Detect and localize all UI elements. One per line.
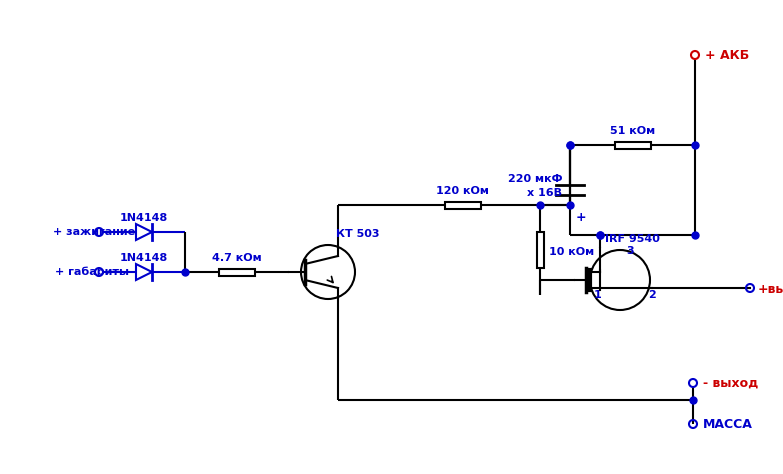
Text: 51 кОм: 51 кОм [610,126,655,136]
Text: 10 кОм: 10 кОм [549,247,594,257]
Text: + АКБ: + АКБ [705,48,749,62]
Bar [615,142,651,148]
Text: МАССА: МАССА [703,418,753,430]
Text: КТ 503: КТ 503 [336,229,380,239]
Text: х 16В: х 16В [527,188,562,198]
Bar [536,232,543,268]
Text: IRF 9540: IRF 9540 [604,234,659,244]
Text: 120 кОм: 120 кОм [436,186,489,196]
Text: 1N4148: 1N4148 [120,253,168,263]
Bar [219,268,255,275]
Text: 1: 1 [594,290,602,300]
Text: +: + [576,211,586,224]
Text: + зажигание: + зажигание [53,227,135,237]
Text: + габариты: + габариты [55,267,129,277]
Text: - выход: - выход [703,376,759,390]
Bar [445,201,481,209]
Text: 220 мкФ: 220 мкФ [507,174,562,184]
Text: 2: 2 [648,290,655,300]
Text: 4.7 кОм: 4.7 кОм [212,253,262,263]
Text: 3: 3 [626,246,633,256]
Text: +выход: +выход [758,283,783,295]
Text: 1N4148: 1N4148 [120,213,168,223]
